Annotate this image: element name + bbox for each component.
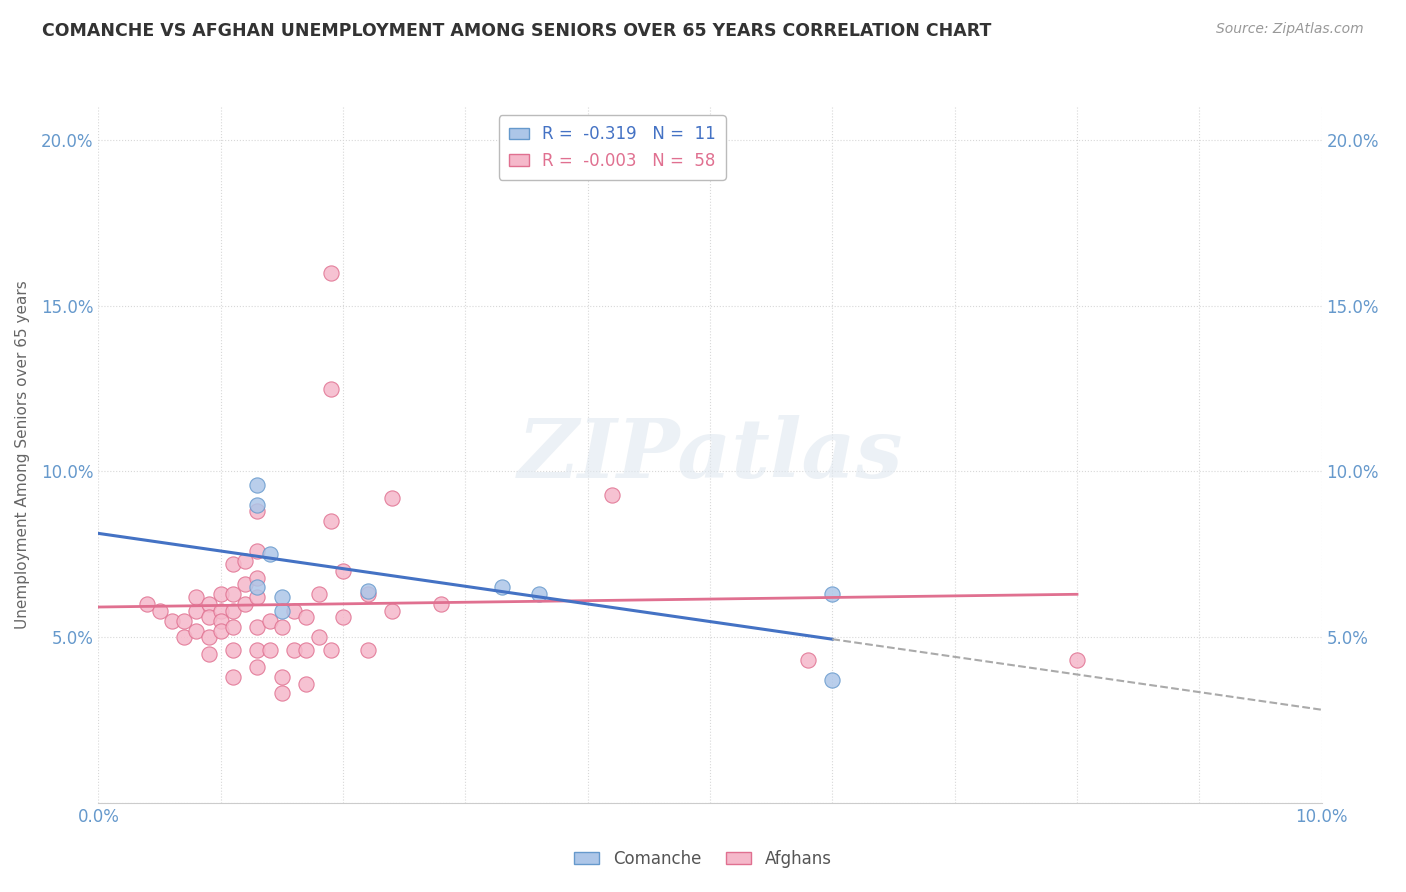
Point xyxy=(356,583,378,598)
Point xyxy=(270,591,292,605)
Point xyxy=(222,643,245,657)
Point xyxy=(209,587,232,601)
Point xyxy=(222,558,245,572)
Point xyxy=(332,564,354,578)
Point xyxy=(246,660,269,674)
Point xyxy=(222,587,245,601)
Point xyxy=(295,676,318,690)
Point xyxy=(821,673,844,688)
Point xyxy=(246,498,269,512)
Point xyxy=(246,504,269,518)
Point xyxy=(246,544,269,558)
Point xyxy=(295,643,318,657)
Point xyxy=(246,591,269,605)
Point xyxy=(186,591,208,605)
Legend: Comanche, Afghans: Comanche, Afghans xyxy=(568,844,838,875)
Point xyxy=(197,597,219,611)
Point xyxy=(381,491,404,505)
Point xyxy=(797,653,820,667)
Y-axis label: Unemployment Among Seniors over 65 years: Unemployment Among Seniors over 65 years xyxy=(15,281,30,629)
Point xyxy=(381,604,404,618)
Point xyxy=(209,604,232,618)
Point xyxy=(246,620,269,634)
Point xyxy=(491,581,513,595)
Point xyxy=(356,587,378,601)
Point xyxy=(246,581,269,595)
Point xyxy=(821,587,844,601)
Point xyxy=(186,604,208,618)
Point xyxy=(527,587,550,601)
Point xyxy=(233,577,256,591)
Text: ZIPatlas: ZIPatlas xyxy=(517,415,903,495)
Point xyxy=(246,477,269,491)
Point xyxy=(222,620,245,634)
Point xyxy=(173,614,195,628)
Point xyxy=(356,643,378,657)
Point xyxy=(186,624,208,638)
Point xyxy=(308,587,330,601)
Text: Source: ZipAtlas.com: Source: ZipAtlas.com xyxy=(1216,22,1364,37)
Point xyxy=(259,547,281,561)
Point xyxy=(259,614,281,628)
Point xyxy=(319,643,342,657)
Point xyxy=(209,614,232,628)
Point xyxy=(136,597,159,611)
Point xyxy=(270,620,292,634)
Point xyxy=(209,624,232,638)
Point xyxy=(222,604,245,618)
Point xyxy=(270,670,292,684)
Text: COMANCHE VS AFGHAN UNEMPLOYMENT AMONG SENIORS OVER 65 YEARS CORRELATION CHART: COMANCHE VS AFGHAN UNEMPLOYMENT AMONG SE… xyxy=(42,22,991,40)
Point xyxy=(259,643,281,657)
Legend: R =  -0.319   N =  11, R =  -0.003   N =  58: R = -0.319 N = 11, R = -0.003 N = 58 xyxy=(499,115,725,179)
Point xyxy=(246,643,269,657)
Point xyxy=(222,670,245,684)
Point xyxy=(283,604,305,618)
Point xyxy=(149,604,172,618)
Point xyxy=(270,604,292,618)
Point xyxy=(160,614,183,628)
Point xyxy=(319,266,342,280)
Point xyxy=(173,630,195,644)
Point xyxy=(246,570,269,584)
Point xyxy=(319,514,342,528)
Point xyxy=(600,488,623,502)
Point xyxy=(430,597,453,611)
Point xyxy=(295,610,318,624)
Point xyxy=(233,597,256,611)
Point xyxy=(319,382,342,396)
Point xyxy=(233,554,256,568)
Point xyxy=(308,630,330,644)
Point xyxy=(283,643,305,657)
Point xyxy=(197,630,219,644)
Point xyxy=(197,647,219,661)
Point xyxy=(270,686,292,700)
Point xyxy=(332,610,354,624)
Point xyxy=(1066,653,1088,667)
Point xyxy=(197,610,219,624)
